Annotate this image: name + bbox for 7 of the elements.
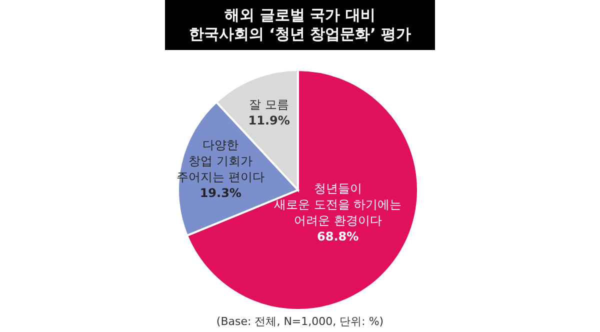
slice-label: 잘 모름 [249,97,289,112]
slice-label: 청년들이 새로운 도전을 하기에는 어려운 환경이다 [274,182,402,228]
text: (Base: 전체, N=1,000, 단위: %) [216,315,384,328]
data-label: 68.8% [317,230,359,244]
data-label: 11.9% [248,113,290,128]
data-label: 19.3% [200,186,242,200]
chart-title: 해외 글로벌 국가 대비 한국사회의 ‘청년 창업문화’ 평가 [188,6,412,43]
